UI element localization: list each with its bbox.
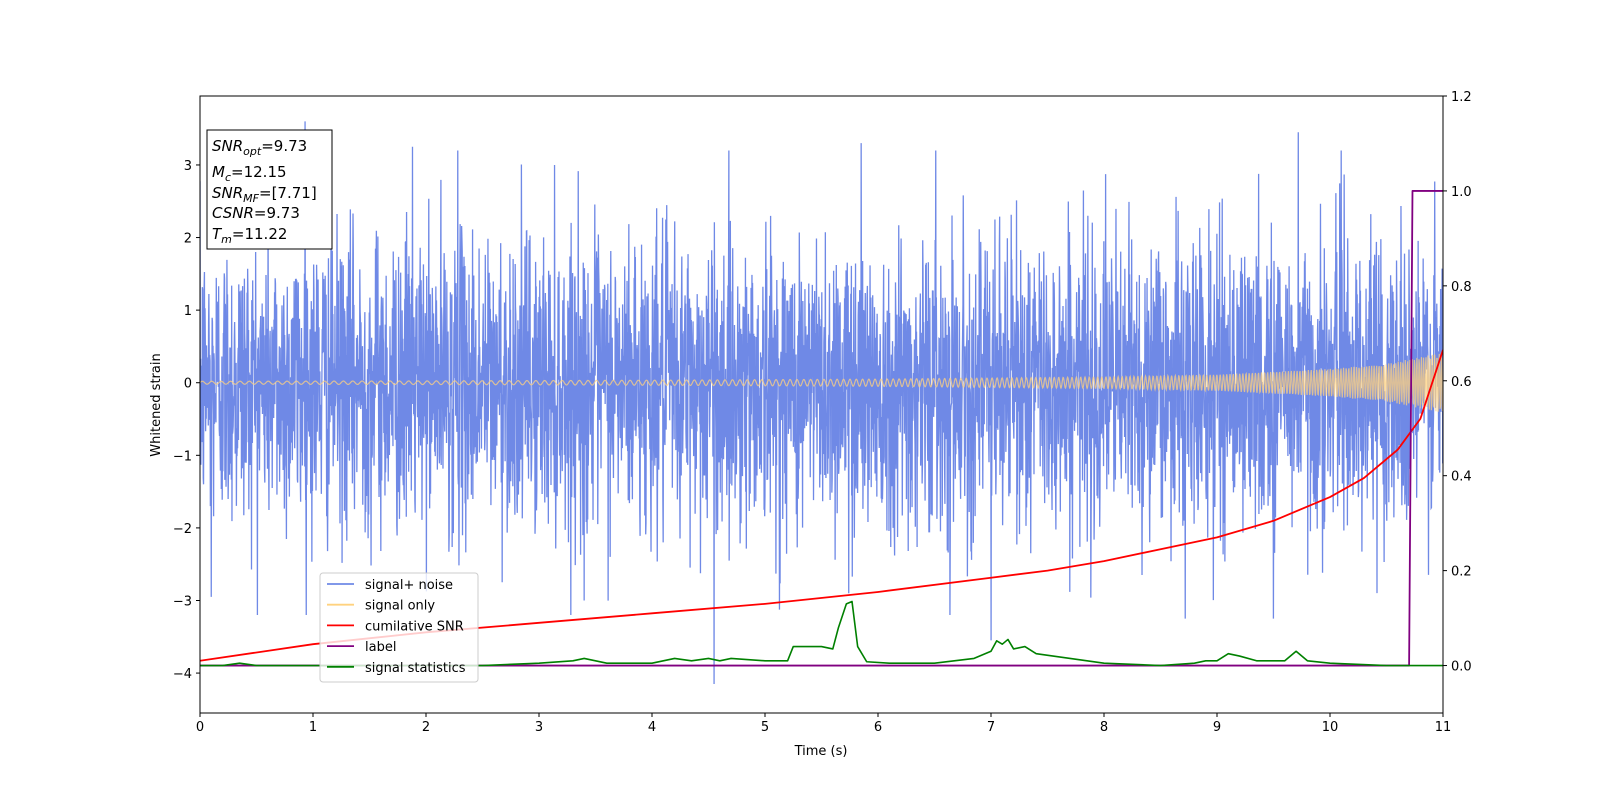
- series-signal-only: [200, 352, 1443, 412]
- x-tick-label: 8: [1100, 720, 1108, 735]
- ticks-layer: 0 1 2 3 4 5 6 7 8 9 10 113210−1−2−3−41.21.00.80.60.…: [173, 90, 1472, 735]
- series-signal-statistics: [200, 600, 1443, 667]
- y-right-tick-label: 0.4: [1451, 470, 1472, 485]
- y-right-tick-label: 1.0: [1451, 185, 1472, 200]
- y-left-tick-label: 1: [184, 304, 192, 319]
- y-right-tick-label: 1.2: [1451, 90, 1472, 105]
- y-left-tick-label: 2: [184, 232, 192, 247]
- legend-label: cumilative SNR: [365, 619, 464, 634]
- x-tick-label: 3: [535, 720, 543, 735]
- info-box: SNRopt=9.73 Mc=12.15 SNRMF=[7.71] CSNR=9…: [206, 129, 333, 250]
- y-right-tick-label: 0.0: [1451, 660, 1472, 675]
- plot-frame: [199, 95, 1444, 714]
- legend-label: label: [365, 640, 396, 655]
- x-tick-label: 2: [422, 720, 430, 735]
- info-chirp-mass: Mc=12.15: [212, 163, 287, 184]
- info-csnr: CSNR=9.73: [212, 204, 300, 222]
- legend-entries: signal+ noise signal only cumilative SNR la…: [327, 578, 466, 676]
- series-layer: [200, 121, 1443, 684]
- y-left-tick-label: −4: [173, 667, 192, 682]
- x-tick-label: 9: [1213, 720, 1221, 735]
- y-left-tick-label: −3: [173, 594, 192, 609]
- y-right-tick-label: 0.6: [1451, 375, 1472, 390]
- x-axis-label: Time (s): [794, 744, 848, 759]
- info-box-frame: [206, 129, 333, 250]
- y-left-tick-label: 0: [184, 377, 192, 392]
- legend-label: signal only: [365, 599, 435, 614]
- legend-label: signal statistics: [365, 661, 466, 676]
- info-merger-time: Tm=11.22: [212, 225, 287, 246]
- info-snr-opt: SNRopt=9.73: [212, 137, 307, 158]
- y-axis-label: Whitened strain: [149, 353, 164, 456]
- y-left-tick-label: −1: [173, 449, 192, 464]
- x-tick-label: 5: [761, 720, 769, 735]
- x-tick-label: 10: [1322, 720, 1339, 735]
- series-cumulative-snr: [200, 349, 1443, 662]
- y-right-tick-label: 0.8: [1451, 280, 1472, 295]
- legend-label: signal+ noise: [365, 578, 453, 593]
- legend: signal+ noise signal only cumilative SNR la…: [319, 572, 479, 683]
- series-label: [200, 190, 1443, 667]
- x-tick-label: 1: [309, 720, 317, 735]
- legend-frame: [319, 572, 479, 683]
- x-tick-label: 6: [874, 720, 882, 735]
- info-snr-mf: SNRMF=[7.71]: [212, 184, 317, 205]
- x-tick-label: 0: [196, 720, 204, 735]
- y-left-tick-label: −2: [173, 522, 192, 537]
- x-tick-label: 7: [987, 720, 995, 735]
- x-tick-label: 11: [1435, 720, 1452, 735]
- y-right-tick-label: 0.2: [1451, 565, 1472, 580]
- x-tick-label: 4: [648, 720, 656, 735]
- y-left-tick-label: 3: [184, 159, 192, 174]
